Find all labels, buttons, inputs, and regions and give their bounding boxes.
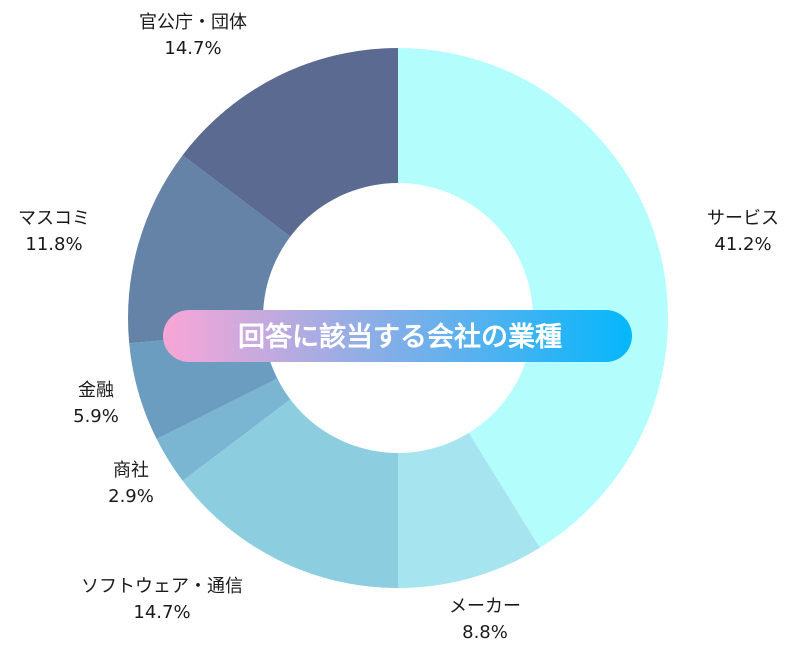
- slice-value-6: 11.8%: [25, 234, 82, 255]
- slice-labels: サービス 41.2% メーカー 8.8% ソフトウェア・通信 14.7% 商社 2.9% 金融 5…: [18, 12, 779, 643]
- slice-label-7: 官公庁・団体: [139, 12, 247, 33]
- slice-value-4: 2.9%: [108, 486, 154, 507]
- slice-label-2: メーカー: [449, 596, 521, 617]
- slice-label-5: 金融: [78, 380, 114, 401]
- chart-title: 回答に該当する会社の業種: [238, 321, 562, 353]
- slice-value-1: 41.2%: [714, 234, 771, 255]
- slice-label-6: マスコミ: [18, 208, 90, 229]
- title-banner: 回答に該当する会社の業種: [163, 310, 632, 362]
- slice-value-7: 14.7%: [164, 38, 221, 59]
- slice-value-2: 8.8%: [462, 622, 508, 643]
- slice-value-5: 5.9%: [73, 406, 119, 427]
- slice-value-3: 14.7%: [133, 602, 190, 623]
- slice-label-4: 商社: [113, 460, 149, 481]
- title-banner-bg: [163, 310, 632, 362]
- slice-label-3: ソフトウェア・通信: [81, 576, 243, 597]
- slice-label-1: サービス: [707, 208, 779, 229]
